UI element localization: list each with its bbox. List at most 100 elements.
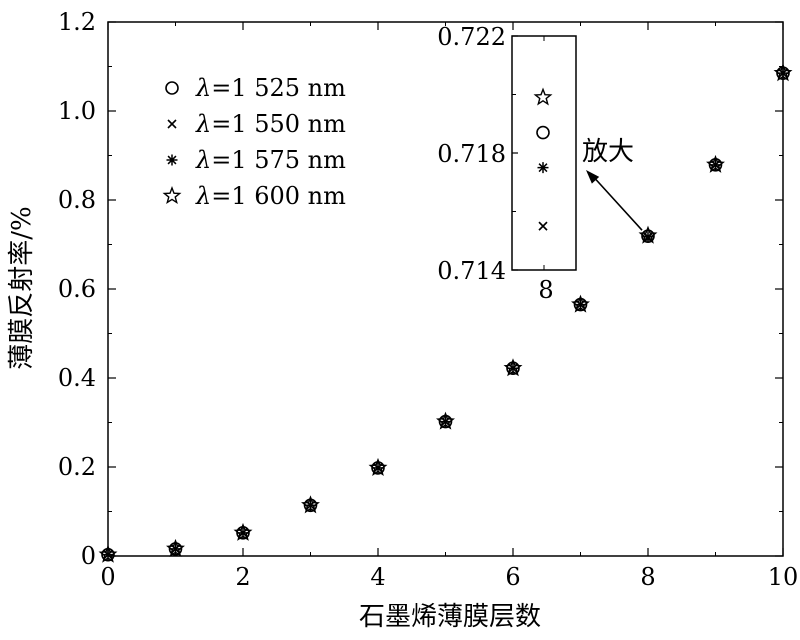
legend-lambda: λ [195,74,211,102]
data-point-star [166,538,185,557]
data-point-circle [168,542,183,556]
data-point-asterisk-shape [507,362,519,374]
data-point-asterisk-shape [372,462,384,474]
inset-y-tick-label: 0.718 [437,140,506,168]
data-point-asterisk-shape [777,67,789,79]
data-point-star-shape [98,544,118,563]
data-point-asterisk-shape [575,299,586,311]
legend-lambda: λ [195,110,211,138]
inset-point-circle [536,125,550,140]
legend-entry: λ=1 600 nm [195,182,346,210]
data-point-asterisk-shape [170,543,181,555]
y-axis-label: 薄膜反射率/% [7,206,37,369]
x-tick-label: 8 [640,563,655,591]
data-point-star [503,358,523,377]
data-point-star-shape [503,358,523,377]
y-tick-label: 0.6 [58,275,96,303]
x-tick-label: 6 [505,563,520,591]
data-point-asterisk [777,67,789,79]
data-point-star [368,457,388,476]
data-point-circle-shape [371,461,385,475]
inset-y-tick-label: 0.722 [437,23,506,51]
legend-marker-x-shape [167,119,177,129]
legend-lambda: λ [195,146,211,174]
data-point-circle-shape [101,547,115,562]
data-point-asterisk [170,543,181,555]
inset-point-star-shape [533,87,553,106]
legend-marker-asterisk [166,154,178,166]
data-point-asterisk [507,362,519,374]
data-point-circle [438,414,453,429]
data-point-asterisk [440,416,451,428]
annotation-arrow-line [589,172,643,231]
legend-marker-circle-shape [165,81,179,95]
data-point-asterisk-shape [237,527,249,539]
inset-y-tick-label: 0.714 [437,257,506,285]
inset-frame [511,35,577,271]
data-point-circle-shape [708,158,723,172]
y-tick-label: 0.8 [58,186,96,214]
annotation-label: 放大 [582,137,634,167]
data-point-star [301,495,320,514]
legend-entry: λ=1 550 nm [195,110,346,138]
data-point-circle-shape [438,414,453,429]
data-point-circle [236,526,250,540]
data-point-star-shape [571,294,590,313]
data-point-star [706,154,725,173]
data-point-asterisk [305,499,316,511]
legend-lambda: λ [195,182,211,210]
data-point-circle-shape [168,542,183,556]
data-point-asterisk-shape [102,549,114,561]
inset-point-star [533,87,553,106]
plot-frame [107,21,784,557]
data-point-asterisk [372,462,384,474]
data-point-asterisk-shape [305,499,316,511]
data-point-asterisk [642,231,654,243]
data-point-star [571,294,590,313]
legend-marker-x [167,119,177,129]
x-tick-label: 4 [370,563,385,591]
data-point-asterisk-shape [710,159,721,171]
legend-marker-star-shape [162,186,182,205]
legend-marker-asterisk-shape [166,154,178,166]
y-tick-label: 0.4 [58,364,96,392]
data-point-asterisk-shape [642,231,654,243]
data-point-asterisk-shape [440,416,451,428]
inset-point-x-shape [538,221,548,231]
data-point-asterisk [710,159,721,171]
data-point-star [98,544,118,563]
data-point-circle [101,547,115,562]
data-point-circle-shape [776,66,790,80]
data-point-star [638,225,658,244]
data-point-circle [303,498,318,513]
data-point-circle-shape [506,361,520,376]
data-point-circle [371,461,385,475]
inset-point-asterisk [537,162,549,174]
data-point-circle [506,361,520,376]
inset-x-tick-label: 8 [538,276,553,304]
data-point-star-shape [166,538,185,557]
legend-wavelength: =1 525 nm [211,74,346,102]
legend-entry: λ=1 575 nm [195,146,346,174]
data-point-star-shape [436,411,455,430]
legend-wavelength: =1 575 nm [211,146,346,174]
data-point-circle-shape [303,498,318,513]
y-tick-label: 0.2 [58,453,96,481]
data-point-star [233,522,253,541]
y-tick-label: 0 [81,542,96,570]
y-tick-label: 1.2 [58,8,96,36]
annotation-arrow-head [586,170,600,184]
data-point-star-shape [773,63,793,82]
data-point-circle [708,158,723,172]
data-point-asterisk [575,299,586,311]
legend-marker-star [162,186,182,205]
data-point-asterisk [102,549,114,561]
data-point-star-shape [301,495,320,514]
legend-marker-circle [165,81,179,95]
data-point-circle-shape [236,526,250,540]
y-tick-label: 1.0 [58,97,96,125]
data-point-circle-shape [573,297,588,312]
data-point-star-shape [233,522,253,541]
data-point-circle [776,66,790,80]
